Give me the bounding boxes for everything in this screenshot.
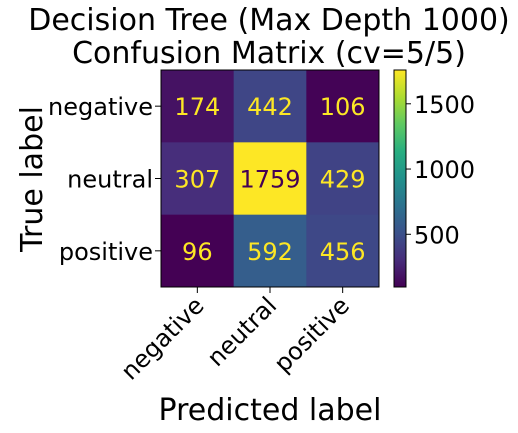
colorbar-ticks: 500 1000 1500 [406,91,475,249]
cell-value-label: 174 [174,93,220,121]
matrix-cell [161,142,235,216]
matrix-cell [233,214,307,288]
matrix-cell [306,70,380,143]
matrix-cell [161,214,235,288]
y-axis-label: True label [15,106,50,253]
colorbar-tick-label: 1000 [414,156,475,184]
y-tick-label: positive [59,238,153,266]
matrix-cell [233,70,307,143]
x-tick-label: positive [269,291,355,377]
colorbar [393,69,407,288]
cell-value-label: 429 [320,166,366,194]
y-tick-label: neutral [67,166,153,194]
matrix-cell [306,142,380,216]
colorbar-tick-label: 1500 [414,91,475,119]
chart-title-line-1: Decision Tree (Max Depth 1000) [28,3,510,38]
cell-value-label: 592 [247,238,293,266]
chart-title-line-2: Confusion Matrix (cv=5/5) [72,36,466,71]
colorbar-tick-label: 500 [414,221,460,249]
y-tick-label: negative [48,93,153,121]
cell-value-label: 456 [320,238,366,266]
matrix-cell-labels: 174 442 106 307 1759 429 96 592 456 [174,93,365,266]
matrix-cell [161,70,235,143]
cell-value-label: 307 [174,166,220,194]
cell-value-label: 442 [247,93,293,121]
cell-value-label: 1759 [239,166,300,194]
matrix-cells [161,70,380,288]
cell-value-label: 106 [320,93,366,121]
y-axis-ticks: negative neutral positive [48,93,161,266]
matrix-cell [306,214,380,288]
matrix-cell [233,142,307,216]
cell-value-label: 96 [182,238,213,266]
x-tick-label: negative [116,291,210,385]
x-axis-label: Predicted label [159,393,382,428]
